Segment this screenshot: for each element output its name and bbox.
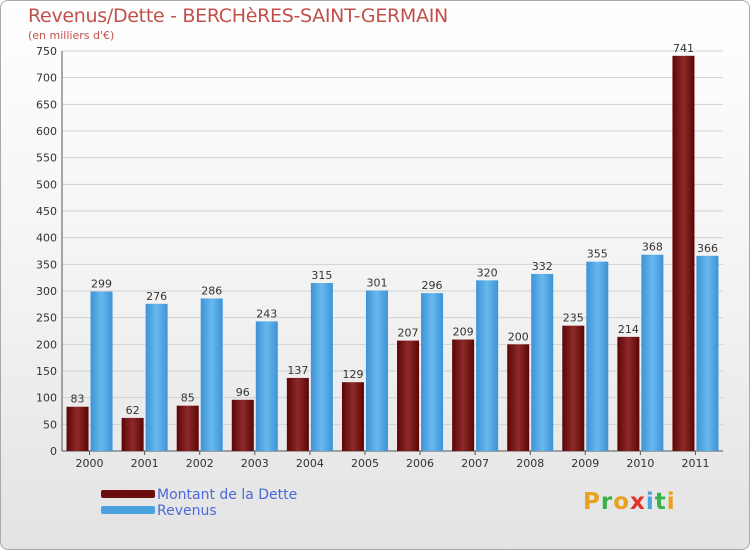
x-tick-label: 2006 — [406, 457, 434, 470]
x-tick-label: 2004 — [296, 457, 324, 470]
bar-dette — [562, 325, 585, 451]
legend-label-revenus: Revenus — [157, 503, 217, 519]
bar-dette — [507, 344, 530, 451]
y-tick-label: 350 — [36, 258, 57, 271]
data-label-revenus: 243 — [256, 307, 277, 320]
chart-subtitle: (en milliers d'€) — [28, 29, 115, 42]
bar-revenus — [200, 298, 223, 451]
data-label-revenus: 296 — [422, 279, 443, 292]
y-tick-label: 650 — [36, 98, 57, 111]
data-label-dette: 235 — [563, 312, 584, 325]
legend-swatch-dette — [101, 490, 155, 498]
bar-revenus — [586, 261, 609, 451]
data-label-dette: 207 — [398, 327, 419, 340]
x-tick-label: 2010 — [626, 457, 654, 470]
legend-swatch-revenus — [101, 506, 155, 514]
bar-revenus — [696, 255, 719, 451]
bar-dette — [176, 405, 199, 451]
data-label-dette: 137 — [287, 364, 308, 377]
chart-title: Revenus/Dette - BERCHèRES-SAINT-GERMAIN — [28, 5, 448, 27]
x-tick-label: 2000 — [76, 457, 104, 470]
y-tick-label: 550 — [36, 152, 57, 165]
data-label-revenus: 355 — [587, 248, 608, 261]
legend-label-dette: Montant de la Dette — [157, 487, 298, 503]
data-label-revenus: 299 — [91, 278, 112, 291]
bar-dette — [397, 340, 420, 451]
x-tick-label: 2009 — [571, 457, 599, 470]
data-label-revenus: 320 — [477, 266, 498, 279]
data-label-revenus: 315 — [311, 269, 332, 282]
y-tick-label: 700 — [36, 72, 57, 85]
y-tick-label: 150 — [36, 365, 57, 378]
data-label-dette: 209 — [453, 326, 474, 339]
y-tick-label: 250 — [36, 312, 57, 325]
bar-dette — [121, 417, 144, 451]
data-label-dette: 83 — [71, 393, 85, 406]
x-tick-label: 2011 — [681, 457, 709, 470]
x-tick-label: 2007 — [461, 457, 489, 470]
proxiti-logo: Proxiti — [583, 489, 676, 515]
y-tick-label: 750 — [36, 45, 57, 58]
data-label-dette: 200 — [508, 330, 529, 343]
data-label-revenus: 286 — [201, 284, 222, 297]
data-label-dette: 741 — [673, 42, 694, 55]
data-label-revenus: 366 — [697, 242, 718, 255]
bar-revenus — [145, 303, 168, 451]
bar-dette — [286, 377, 309, 451]
bar-revenus — [476, 280, 499, 451]
bar-dette — [452, 339, 475, 451]
bar-dette — [66, 406, 89, 451]
bar-dette — [231, 399, 254, 451]
data-label-dette: 62 — [126, 404, 140, 417]
data-label-dette: 85 — [181, 392, 195, 405]
bar-dette — [617, 336, 640, 451]
data-label-dette: 214 — [618, 323, 639, 336]
y-tick-label: 400 — [36, 232, 57, 245]
x-tick-label: 2008 — [516, 457, 544, 470]
y-tick-label: 500 — [36, 178, 57, 191]
data-label-revenus: 332 — [532, 260, 553, 273]
bar-revenus — [421, 293, 444, 451]
bar-revenus — [365, 290, 388, 451]
x-tick-label: 2003 — [241, 457, 269, 470]
bar-dette — [672, 55, 695, 452]
bar-revenus — [310, 283, 333, 451]
data-label-revenus: 301 — [366, 276, 387, 289]
y-tick-label: 450 — [36, 205, 57, 218]
bar-revenus — [531, 273, 554, 451]
y-tick-label: 600 — [36, 125, 57, 138]
x-tick-label: 2005 — [351, 457, 379, 470]
bar-revenus — [90, 291, 113, 451]
y-tick-label: 300 — [36, 285, 57, 298]
bar-dette — [341, 382, 364, 451]
bar-revenus — [255, 321, 278, 451]
x-tick-label: 2001 — [131, 457, 159, 470]
data-label-dette: 129 — [342, 368, 363, 381]
data-label-dette: 96 — [236, 386, 250, 399]
bar-revenus — [641, 254, 664, 451]
y-tick-label: 50 — [43, 418, 57, 431]
y-tick-label: 100 — [36, 392, 57, 405]
data-label-revenus: 368 — [642, 241, 663, 254]
data-label-revenus: 276 — [146, 290, 167, 303]
y-tick-label: 0 — [50, 445, 57, 458]
y-tick-label: 200 — [36, 338, 57, 351]
x-tick-label: 2002 — [186, 457, 214, 470]
